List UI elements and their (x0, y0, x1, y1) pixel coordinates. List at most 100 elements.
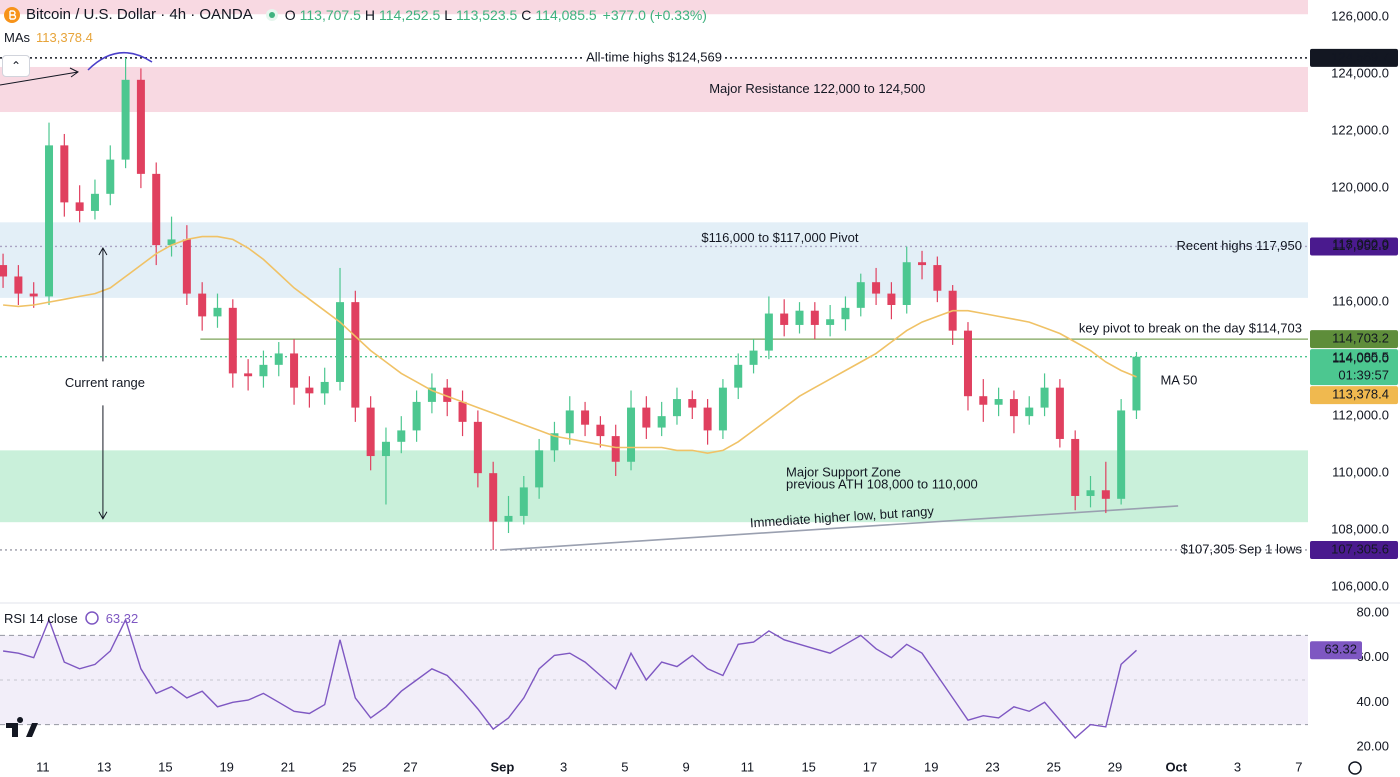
candle-body (412, 401, 421, 431)
y-tick-label: 112,000.0 (1332, 408, 1389, 423)
candle-body (688, 399, 697, 408)
ohlc-key: L (444, 6, 453, 23)
candle-body (1025, 407, 1034, 417)
candle-body (504, 515, 513, 522)
pointer-arrow (0, 67, 79, 86)
y-tick-label: 40.00 (1356, 694, 1389, 709)
candle-body (1086, 490, 1095, 496)
x-tick-label: 27 (403, 759, 417, 774)
ohlc-value: 114,252.5 (379, 6, 441, 23)
countdown-text: 01:39:57 (1338, 368, 1389, 383)
candle-body (856, 282, 865, 308)
level-label: key pivot to break on the day $114,703 (1079, 321, 1302, 336)
y-tick-label: 108,000.0 (1331, 522, 1389, 537)
candle-body (198, 293, 207, 317)
candle-body (290, 353, 299, 388)
candle-body (810, 310, 819, 325)
y-tick-label: 118,000.0 (1332, 237, 1389, 252)
candle-body (320, 381, 329, 394)
collapse-button[interactable]: ⌃ (2, 55, 30, 77)
candle-body (351, 302, 360, 408)
candle-body (780, 313, 789, 325)
zone (0, 222, 1308, 298)
candle-body (963, 330, 972, 397)
candle-body (167, 239, 176, 246)
zone-label: Major Support Zone (786, 465, 901, 480)
ohlc-key: O (284, 6, 296, 23)
candle-body (60, 145, 69, 203)
ohlc-value: 113,707.5 (299, 6, 361, 23)
candle-body (703, 407, 712, 431)
candle-body (121, 79, 130, 160)
rsi-header: RSI 14 close 63.32 (4, 610, 138, 626)
x-tick-label: Oct (1165, 759, 1187, 774)
x-tick-label: 13 (97, 759, 111, 774)
range-label: Current range (65, 375, 145, 390)
candle-body (427, 387, 436, 402)
candle-body (489, 473, 498, 522)
x-tick-label: 5 (621, 759, 628, 774)
x-tick-label: 9 (683, 759, 690, 774)
price-badge (1310, 237, 1398, 256)
price-change: +377.0 (+0.33%) (602, 6, 707, 23)
candle-body (872, 282, 881, 294)
y-tick-label: 80.00 (1356, 604, 1389, 619)
candle-body (1055, 387, 1064, 439)
rsi-value: 63.32 (105, 610, 139, 626)
candle-body (1009, 399, 1018, 417)
ohlc-key: H (364, 6, 375, 23)
price-badge-text: 117,952.9 (1332, 238, 1389, 253)
ma-header-value: 113,378.4 (36, 30, 93, 45)
ohlc-key: C (521, 6, 532, 23)
candle-body (1117, 410, 1126, 499)
candle-body (136, 79, 145, 174)
x-tick-label: 17 (863, 759, 877, 774)
candle-body (734, 364, 743, 388)
candle-body (228, 307, 237, 374)
x-tick-label: 11 (741, 759, 755, 774)
candle-body (274, 353, 283, 365)
x-tick-label: 25 (342, 759, 356, 774)
price-badge-text: 114,085.5 (1332, 350, 1389, 365)
candle-body (473, 421, 482, 474)
candle-body (841, 307, 850, 320)
level-label: Recent highs 117,950 (1176, 238, 1302, 253)
candle-body (14, 276, 23, 294)
candle-body (213, 307, 222, 317)
y-tick-label: 106,000.0 (1331, 579, 1389, 594)
rsi-title: RSI 14 close (4, 610, 78, 626)
candle-body (305, 387, 314, 394)
y-tick-label: 60.00 (1356, 649, 1389, 664)
x-tick-label: 19 (219, 759, 233, 774)
candle-body (749, 350, 758, 365)
candle-body (642, 407, 651, 428)
candle-body (933, 265, 942, 291)
settings-icon (1348, 761, 1362, 775)
y-tick-label: 126,000.0 (1331, 9, 1389, 24)
ohlc-value: 113,523.5 (456, 6, 518, 23)
candle-body (75, 202, 84, 211)
candle-body (0, 265, 8, 277)
candle-body (918, 262, 927, 266)
candle-body (45, 145, 54, 297)
x-tick-label: 15 (801, 759, 815, 774)
candle-body (672, 399, 681, 417)
x-tick-label: 3 (1234, 759, 1241, 774)
candle-body (887, 293, 896, 305)
price-badge (1310, 48, 1398, 67)
candle-body (979, 396, 988, 405)
y-tick-label: 20.00 (1356, 738, 1389, 753)
candle-body (90, 193, 99, 211)
candle-body (458, 401, 467, 422)
candle-body (550, 433, 559, 451)
candle-body (1132, 356, 1141, 411)
zone-label: Major Resistance 122,000 to 124,500 (709, 81, 925, 96)
price-badge (1310, 386, 1398, 405)
candle-body (627, 407, 636, 462)
candle-body (611, 436, 620, 462)
symbol-header: Bitcoin / U.S. Dollar · 4h · OANDA O 113,… (4, 6, 707, 23)
zone (0, 0, 1308, 15)
price-badge-text: 107,305.6 (1331, 541, 1389, 556)
price-badge (1310, 540, 1398, 559)
